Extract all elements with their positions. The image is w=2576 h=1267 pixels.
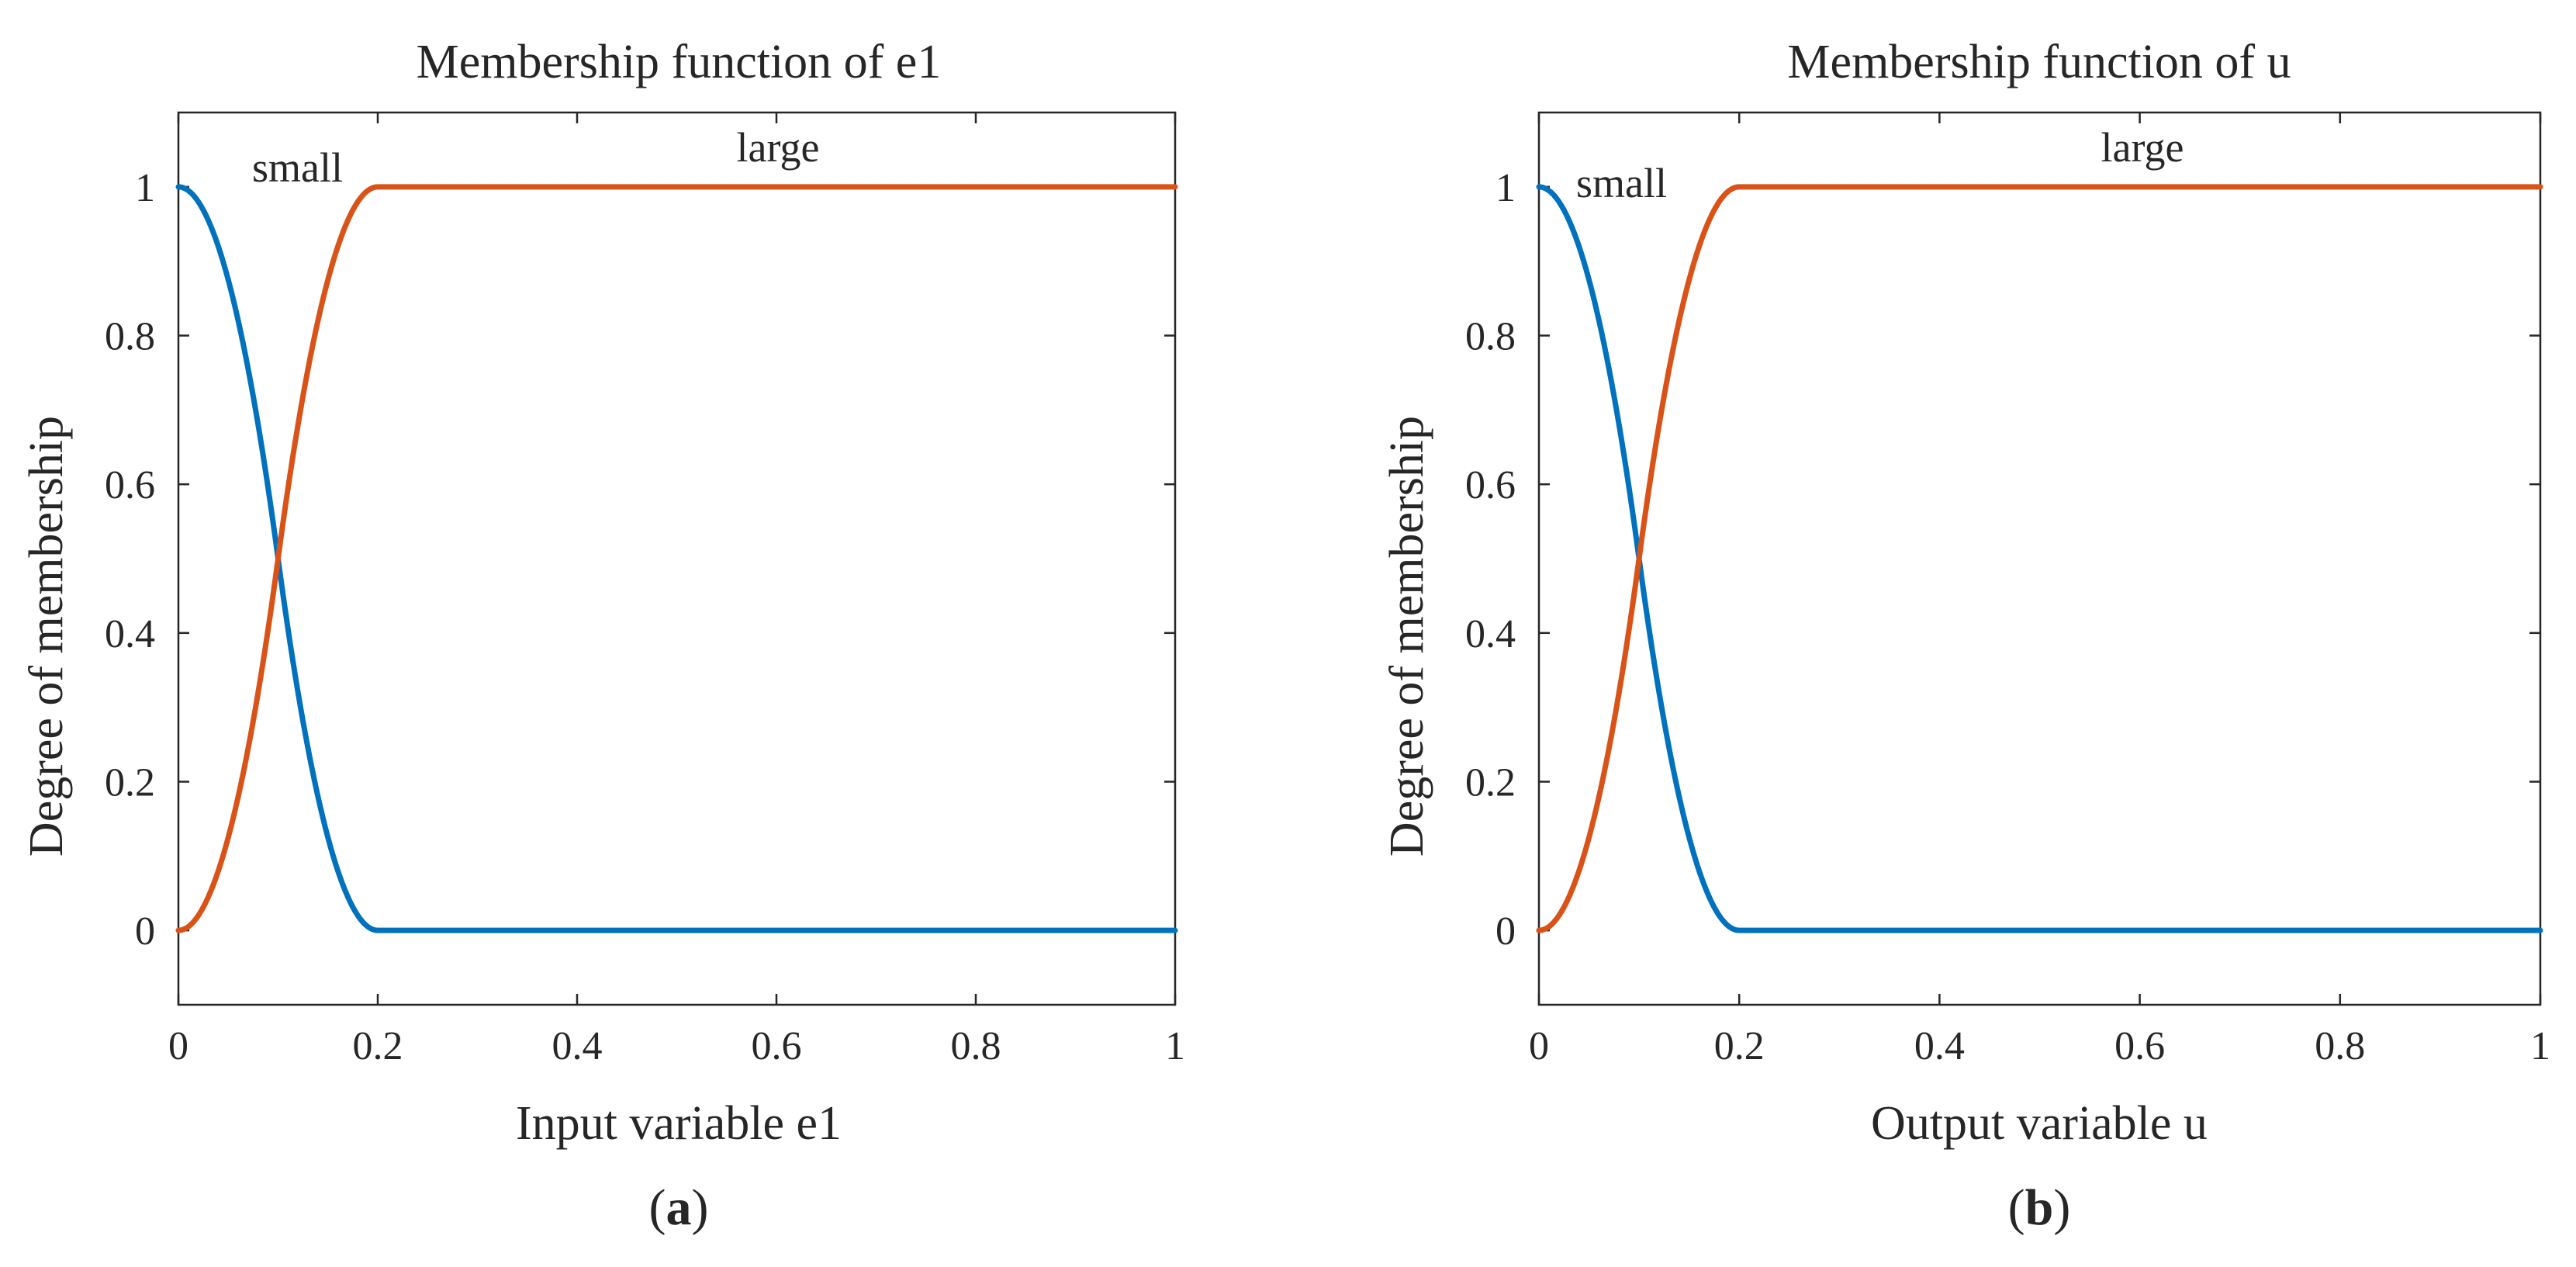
series-line-small [1536,184,2543,933]
panel-label: (a) [649,1179,709,1236]
x-tick-label: 0.4 [552,1024,603,1068]
large-curve-annotation: large [737,124,820,171]
panel-letter: a [666,1179,692,1236]
x-tick-label: 0 [1529,1024,1549,1068]
y-tick-label: 1 [135,166,155,210]
x-tick-label: 0 [168,1024,188,1068]
chart-title: Membership function of e1 [417,36,942,88]
x-axis-label: Input variable e1 [516,1097,842,1150]
panel-letter: b [2025,1179,2054,1236]
y-tick-label: 0 [1495,909,1516,954]
x-tick-label: 0.2 [353,1024,403,1068]
panel-b: Membership function of u Output variable… [1381,36,2550,1236]
y-tick-label: 0 [135,909,155,954]
y-tick-label: 0.2 [105,761,155,805]
x-tick-label: 0.2 [1714,1024,1765,1068]
chart-title: Membership function of u [1787,36,2291,88]
y-tick-label: 0.8 [1465,315,1516,359]
small-curve-annotation: small [252,144,343,191]
x-tick-label: 0.4 [1914,1024,1965,1068]
y-axis-label: Degree of membership [20,416,73,857]
y-axis-label: Degree of membership [1381,416,1433,857]
large-curve-annotation: large [2101,124,2184,171]
y-tick-label: 0.4 [105,612,155,656]
x-tick-label: 1 [1165,1024,1185,1068]
y-tick-label: 1 [1495,166,1516,210]
x-tick-label: 0.8 [2315,1024,2365,1068]
series-line-large [1536,184,2543,933]
y-tick-label: 0.8 [105,315,155,359]
series-line-small [175,184,1178,933]
x-tick-label: 0.6 [2114,1024,2165,1068]
y-tick-label: 0.6 [1465,463,1516,507]
y-tick-label: 0.4 [1465,612,1516,656]
panel-label: (b) [2008,1179,2071,1236]
x-tick-label: 0.6 [752,1024,802,1068]
x-tick-label: 0.8 [951,1024,1001,1068]
plot-frame [1537,111,2542,1006]
series-line-large [175,184,1178,933]
x-axis-label: Output variable u [1871,1097,2208,1150]
y-tick-label: 0.6 [105,463,155,507]
small-curve-annotation: small [1576,160,1667,206]
y-tick-label: 0.2 [1465,761,1516,805]
panel-a: Membership function of e1 Input variable… [20,36,1185,1236]
x-tick-label: 1 [2530,1024,2550,1068]
plot-frame [177,111,1177,1006]
